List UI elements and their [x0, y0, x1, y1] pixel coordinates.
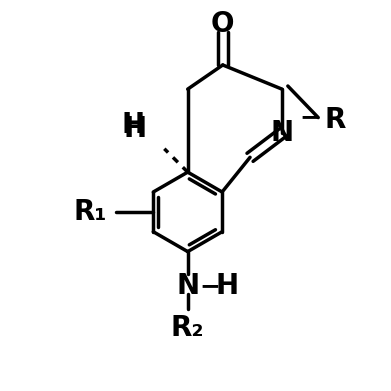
Text: N: N — [271, 119, 294, 147]
Text: −: − — [299, 106, 320, 129]
Text: N: N — [176, 272, 199, 300]
Text: R: R — [324, 106, 345, 134]
Text: O: O — [211, 10, 235, 38]
Text: H: H — [124, 115, 147, 143]
Text: R₂: R₂ — [171, 314, 204, 342]
Text: H: H — [122, 111, 145, 139]
Text: −: − — [199, 274, 221, 298]
Text: H: H — [215, 272, 238, 300]
Text: R₁: R₁ — [74, 198, 107, 226]
